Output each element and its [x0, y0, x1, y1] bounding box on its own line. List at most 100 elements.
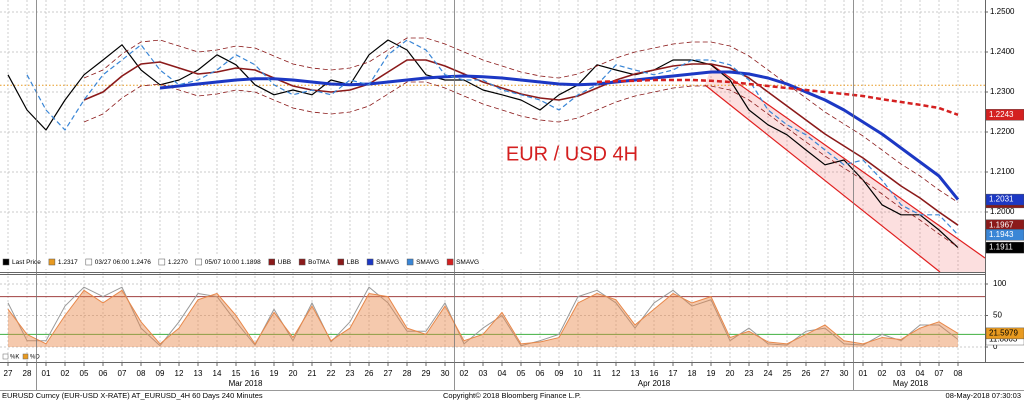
- legend-label: %K: [10, 355, 19, 361]
- legend-label: SMAVG: [416, 259, 439, 266]
- legend-stat: 05/07 10:00 1.1898: [205, 259, 261, 266]
- y-tick-label: 1.2400: [990, 47, 1015, 56]
- x-tick-label: 24: [764, 369, 773, 378]
- legend-label: SMAVG: [376, 259, 399, 266]
- x-tick-label: 23: [346, 369, 355, 378]
- x-tick-label: 14: [213, 369, 222, 378]
- footer-right: 08-May-2018 07:30:03: [946, 391, 1021, 400]
- x-tick-label: 05: [80, 369, 89, 378]
- legend-box: [0, 256, 525, 269]
- price-tag-label: 21.5979: [989, 329, 1018, 338]
- y-tick-label: 1.2500: [990, 7, 1015, 16]
- x-tick-label: 21: [308, 369, 317, 378]
- x-tick-label: 15: [232, 369, 241, 378]
- x-tick-label: 12: [612, 369, 621, 378]
- x-tick-label: 30: [840, 369, 849, 378]
- x-tick-label: 30: [441, 369, 450, 378]
- x-tick-label: 26: [802, 369, 811, 378]
- legend-swatch: [22, 353, 29, 360]
- x-tick-label: 09: [156, 369, 165, 378]
- x-tick-label: 29: [422, 369, 431, 378]
- x-tick-label: 16: [650, 369, 659, 378]
- x-tick-label: 27: [4, 369, 13, 378]
- x-tick-label: 19: [270, 369, 279, 378]
- legend-label: UBB: [278, 259, 291, 266]
- trend-channel: [705, 65, 985, 272]
- price-tag-label: 1.1967: [989, 220, 1014, 229]
- x-tick-label: 07: [118, 369, 127, 378]
- x-tick-label: 02: [878, 369, 887, 378]
- x-tick-label: 22: [327, 369, 336, 378]
- oscillator: %K %D: [0, 286, 985, 361]
- x-tick-label: 03: [479, 369, 488, 378]
- legend-stat: 1.2270: [168, 259, 188, 266]
- y-tick-label: 1.2300: [990, 87, 1015, 96]
- legend-swatch: [195, 258, 202, 266]
- x-tick-label: 02: [460, 369, 469, 378]
- x-tick-label: 11: [593, 369, 602, 378]
- x-tick-label: 10: [574, 369, 583, 378]
- legend-swatch: [2, 353, 9, 360]
- legend-stat: 03/27 06:00 1.2476: [95, 259, 151, 266]
- legend-swatch: [406, 258, 414, 266]
- x-tick-label: 18: [688, 369, 697, 378]
- series-line: [159, 70, 960, 201]
- legend-swatch: [366, 258, 374, 266]
- legend-label: SMAVG: [456, 259, 479, 266]
- x-tick-label: 04: [498, 369, 507, 378]
- price-tag: [985, 193, 1024, 206]
- legend-swatch: [48, 258, 56, 266]
- price-tag: [985, 109, 1024, 121]
- price-tag-label: 1.1943: [989, 230, 1014, 239]
- legend-swatch: [268, 258, 275, 266]
- price-tag-label: 1.1911: [989, 243, 1013, 252]
- x-tick-label: 02: [61, 369, 70, 378]
- month-label: Mar 2018: [229, 379, 263, 388]
- x-tick-label: 03: [897, 369, 906, 378]
- series-line: [26, 39, 959, 236]
- x-tick-label: 01: [859, 369, 868, 378]
- legend-label: BoTMA: [308, 259, 330, 266]
- footer-center: Copyright© 2018 Bloomberg Finance L.P.: [443, 391, 581, 400]
- x-tick-label: 05: [517, 369, 526, 378]
- price-tag: [985, 327, 1024, 340]
- chart-title: EUR / USD 4H: [506, 143, 638, 165]
- legend-label: %D: [30, 355, 40, 361]
- legend-stat: 1.2317: [58, 259, 78, 266]
- legend-label: Last Price: [12, 259, 41, 266]
- legend-swatch: [337, 258, 345, 266]
- x-tick-label: 13: [631, 369, 640, 378]
- month-label: Apr 2018: [638, 379, 671, 388]
- x-tick-label: 06: [99, 369, 108, 378]
- x-tick-label: 06: [536, 369, 545, 378]
- x-tick-label: 23: [745, 369, 754, 378]
- y-tick-label: 50: [993, 311, 1002, 320]
- x-tick-label: 08: [137, 369, 146, 378]
- series-line: [7, 289, 959, 345]
- x-tick-label: 28: [403, 369, 412, 378]
- series-line: [7, 286, 959, 347]
- legend-swatch: [2, 258, 10, 266]
- x-tick-label: 16: [251, 369, 260, 378]
- channel-lower: [704, 84, 941, 273]
- y-tick-label: 1.2200: [990, 127, 1015, 136]
- grid: [0, 0, 985, 362]
- series-line: [83, 81, 959, 248]
- series-line: [596, 78, 959, 116]
- x-tick-label: 25: [783, 369, 792, 378]
- y-tick-label: 1.2000: [990, 207, 1015, 216]
- series-line: [83, 37, 959, 203]
- x-tick-label: 28: [23, 369, 32, 378]
- footer-left: EURUSD Curncy (EUR-USD X-RATE) AT_EURUSD…: [2, 391, 263, 400]
- x-tick-label: 26: [365, 369, 374, 378]
- axes: 27 28 01 02 05 06 07 08 09 12 13 14 15 16 19 20 21 22 23 26…: [4, 0, 1024, 390]
- legend-swatch: [298, 258, 306, 266]
- series-area: [8, 290, 958, 347]
- x-tick-label: 09: [555, 369, 564, 378]
- x-tick-label: 27: [821, 369, 830, 378]
- x-tick-label: 01: [42, 369, 51, 378]
- x-tick-label: 19: [707, 369, 716, 378]
- plot: [0, 37, 985, 249]
- legend-swatch: [158, 258, 166, 266]
